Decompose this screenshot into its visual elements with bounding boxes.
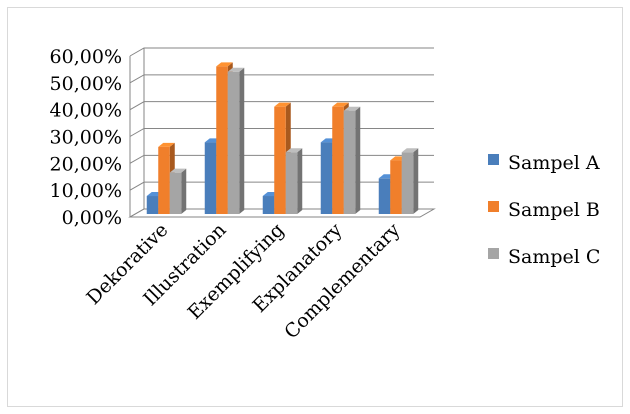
legend-label: Sampel C <box>508 246 600 268</box>
legend-label: Sampel A <box>508 152 600 174</box>
x-category-labels: DekorativeIllustrationExemplifyingExplan… <box>82 219 404 343</box>
bar-sampel-c-illustration <box>227 67 245 215</box>
legend-swatch <box>488 248 499 259</box>
y-tick-labels: 0,00% 10,00% 20,00% 30,00% 40,00% 50,00% 60,00… <box>50 46 122 229</box>
gridline <box>129 47 434 57</box>
gridline <box>129 74 434 84</box>
chart-frame <box>7 7 623 407</box>
bars <box>146 62 419 215</box>
bar-sampel-c-exemplifying <box>285 148 303 214</box>
y-tick-label: 40,00% <box>50 100 122 122</box>
x-axis-floor <box>128 208 436 218</box>
bar-sampel-c-complementary <box>401 148 419 214</box>
legend-label: Sampel B <box>508 199 600 221</box>
legend-swatch <box>488 154 499 165</box>
y-tick-label: 30,00% <box>50 127 122 149</box>
y-tick-label: 10,00% <box>50 180 122 202</box>
y-tick-label: 0,00% <box>62 207 122 229</box>
legend: Sampel A Sampel B Sampel C <box>488 152 600 268</box>
legend-swatch <box>488 201 499 212</box>
y-axis-wall <box>129 48 145 217</box>
y-tick-label: 60,00% <box>50 46 122 68</box>
y-tick-label: 20,00% <box>50 153 122 175</box>
y-tick-label: 50,00% <box>50 73 122 95</box>
axes <box>128 48 436 218</box>
bar-sampel-c-explanatory <box>343 106 361 214</box>
bar-sampel-c-dekorative <box>169 168 187 214</box>
